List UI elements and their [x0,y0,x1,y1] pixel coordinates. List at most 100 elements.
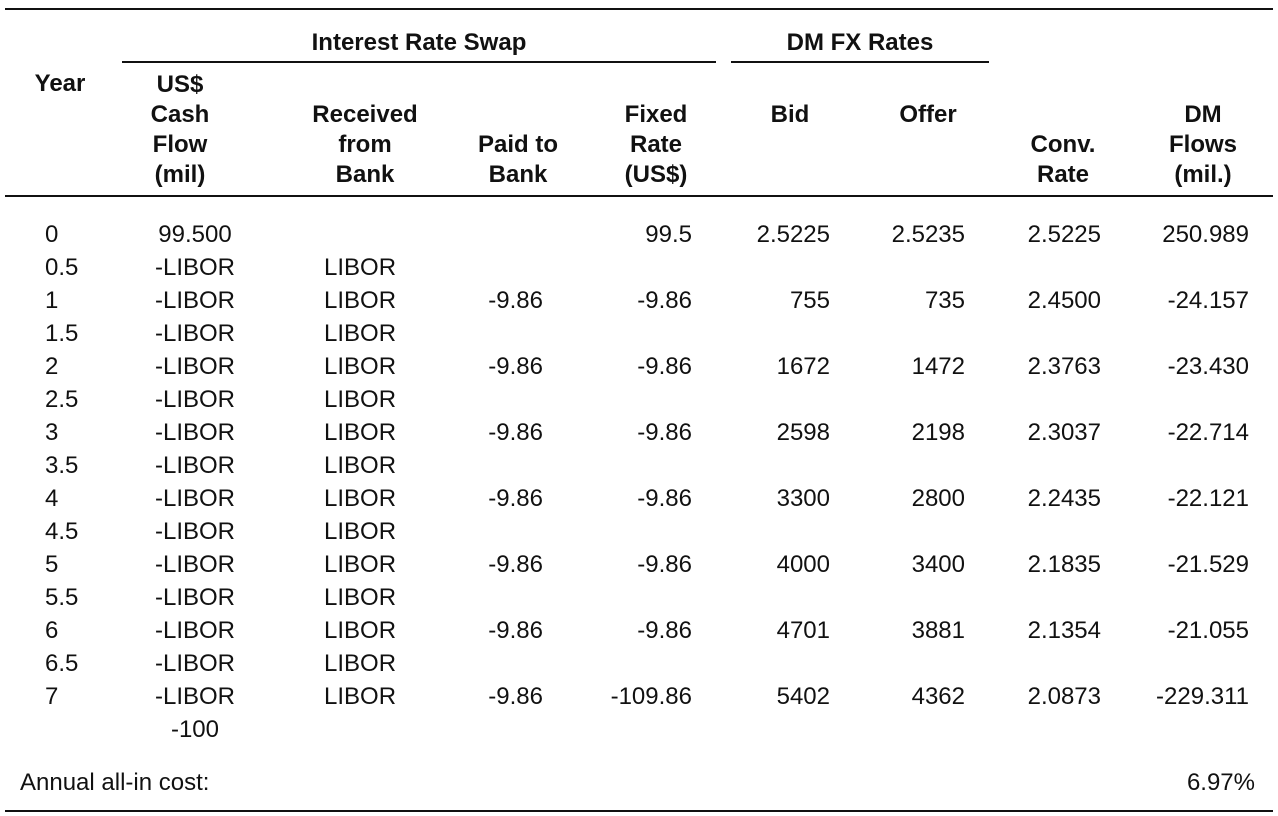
cell-paid: -9.86 [488,617,543,644]
cell-us: -100 [170,716,220,743]
cell-conv: 2.4500 [1027,287,1101,314]
cell-year: 0 [45,221,59,248]
cell-recv: LIBOR [324,551,397,578]
col-header-year: Year [34,70,86,97]
col-header-offer: Offer [899,101,957,128]
cell-year: 5 [45,551,59,578]
cell-paid: -9.86 [488,683,543,710]
cell-year: 7 [45,683,59,710]
cell-year: 0.5 [45,254,79,281]
cell-us: -LIBOR [154,452,235,479]
cell-us: -LIBOR [154,551,235,578]
cell-recv: LIBOR [324,287,397,314]
cell-recv: LIBOR [324,650,397,677]
cell-us: -LIBOR [154,386,235,413]
cell-recv: LIBOR [324,452,397,479]
cell-offer: 3400 [911,551,965,578]
cell-year: 3.5 [45,452,79,479]
cell-paid: -9.86 [488,287,543,314]
cell-recv: LIBOR [324,320,397,347]
cell-bid: 2598 [776,419,830,446]
cell-recv: LIBOR [324,518,397,545]
cell-offer: 2.5235 [891,221,965,248]
cell-offer: 2800 [911,485,965,512]
cell-dm: -21.529 [1167,551,1249,578]
cell-offer: 2198 [911,419,965,446]
cell-paid: -9.86 [488,419,543,446]
cell-us: -LIBOR [154,419,235,446]
cell-bid: 755 [789,287,830,314]
footer-label: Annual all-in cost: [20,769,210,796]
cell-year: 4.5 [45,518,79,545]
cell-year: 2.5 [45,386,79,413]
cell-conv: 2.1354 [1027,617,1101,644]
col-header-fixed-rate: Fixed Rate (US$) [624,101,688,188]
cell-year: 6 [45,617,59,644]
cell-dm: -22.714 [1167,419,1249,446]
cell-dm: -23.430 [1167,353,1249,380]
cell-recv: LIBOR [324,683,397,710]
col-header-bid: Bid [770,101,810,128]
cell-bid: 4000 [776,551,830,578]
cell-offer: 1472 [911,353,965,380]
cell-recv: LIBOR [324,584,397,611]
header-bottom-rule [5,195,1273,197]
cell-conv: 2.5225 [1027,221,1101,248]
cell-year: 6.5 [45,650,79,677]
cell-bid: 4701 [776,617,830,644]
cell-us: -LIBOR [154,320,235,347]
cell-fixed: -9.86 [637,419,692,446]
cell-us: -LIBOR [154,287,235,314]
cell-paid: -9.86 [488,551,543,578]
swap-group-rule [122,61,716,63]
cell-paid: -9.86 [488,485,543,512]
cell-offer: 4362 [911,683,965,710]
cell-fixed: -109.86 [610,683,692,710]
cell-recv: LIBOR [324,353,397,380]
cell-dm: -22.121 [1167,485,1249,512]
cell-us: -LIBOR [154,254,235,281]
cell-recv: LIBOR [324,254,397,281]
cell-conv: 2.3037 [1027,419,1101,446]
bottom-rule [5,810,1273,812]
cell-bid: 3300 [776,485,830,512]
cell-us: -LIBOR [154,584,235,611]
cell-fixed: -9.86 [637,617,692,644]
group-header-fx: DM FX Rates [786,29,934,56]
cell-recv: LIBOR [324,386,397,413]
cell-conv: 2.2435 [1027,485,1101,512]
col-header-conv-rate: Conv. Rate [1030,131,1096,188]
cell-us: -LIBOR [154,617,235,644]
cell-fixed: -9.86 [637,287,692,314]
cell-us: 99.500 [158,221,232,248]
cell-fixed: -9.86 [637,485,692,512]
cell-dm: 250.989 [1162,221,1249,248]
cell-bid: 1672 [776,353,830,380]
footer-value: 6.97% [1186,769,1255,796]
group-header-swap: Interest Rate Swap [311,29,527,56]
cell-bid: 2.5225 [756,221,830,248]
col-header-dm-flows: DM Flows (mil.) [1168,101,1237,188]
col-header-received: Received from Bank [312,101,418,188]
col-header-us-cash-flow: US$ Cash Flow (mil) [150,71,210,188]
cell-us: -LIBOR [154,518,235,545]
cell-fixed: -9.86 [637,353,692,380]
col-header-paid: Paid to Bank [477,131,558,188]
cell-us: -LIBOR [154,650,235,677]
cell-fixed: 99.5 [645,221,692,248]
cell-year: 5.5 [45,584,79,611]
cell-fixed: -9.86 [637,551,692,578]
cell-conv: 2.3763 [1027,353,1101,380]
cell-year: 4 [45,485,59,512]
cell-us: -LIBOR [154,485,235,512]
cell-dm: -24.157 [1167,287,1249,314]
cell-paid: -9.86 [488,353,543,380]
cell-us: -LIBOR [154,683,235,710]
cell-dm: -229.311 [1156,683,1249,710]
top-rule [5,8,1273,10]
cell-recv: LIBOR [324,617,397,644]
cell-year: 1 [45,287,59,314]
cell-dm: -21.055 [1167,617,1249,644]
fx-group-rule [731,61,989,63]
cell-conv: 2.1835 [1027,551,1101,578]
